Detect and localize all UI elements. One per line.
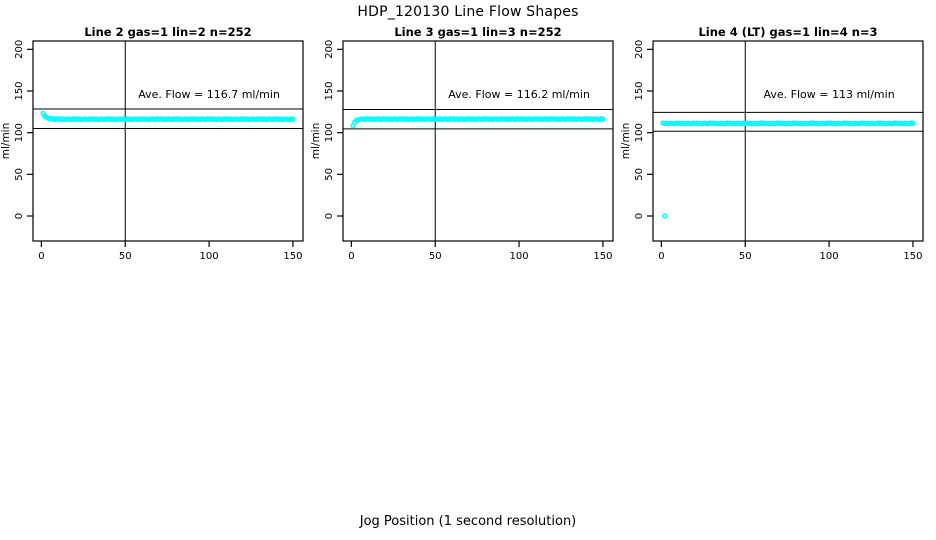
- panel-2-chart: Line 3 gas=1 lin=3 n=252 0 50 100 150 200 ml/m…: [310, 25, 614, 262]
- x-tick-label: 50: [119, 251, 132, 262]
- ave-flow-annotation: Ave. Flow = 116.2 ml/min: [448, 88, 590, 101]
- x-tick-label: 50: [739, 251, 752, 262]
- x-tick-label: 0: [658, 251, 664, 262]
- y-tick-label: 50: [14, 168, 25, 181]
- x-axis: 0 50 100 150: [38, 241, 302, 262]
- panel-3-chart: Line 4 (LT) gas=1 lin=4 n=3 0 50 100 150 200 m…: [620, 25, 924, 262]
- y-tick-label: 0: [634, 213, 645, 219]
- y-tick-label: 200: [324, 40, 335, 59]
- y-tick-label: 150: [14, 81, 25, 100]
- y-tick-label: 100: [14, 123, 25, 142]
- y-tick-label: 100: [324, 123, 335, 142]
- data-point: [910, 120, 916, 126]
- y-tick-label: 150: [324, 81, 335, 100]
- plot-box: [652, 40, 924, 242]
- plot-box: [32, 40, 304, 242]
- x-tick-label: 0: [38, 251, 44, 262]
- y-tick-label: 150: [634, 81, 645, 100]
- panel-title: Line 2 gas=1 lin=2 n=252: [84, 25, 251, 39]
- plot-box: [342, 40, 614, 242]
- chart-title: HDP_120130 Line Flow Shapes: [357, 4, 579, 20]
- panel-title: Line 4 (LT) gas=1 lin=4 n=3: [698, 25, 877, 39]
- y-axis: 0 50 100 150 200 ml/min: [310, 40, 343, 219]
- data-points: [660, 120, 916, 219]
- x-tick-label: 150: [903, 251, 922, 262]
- x-tick-label: 100: [820, 251, 839, 262]
- x-tick-label: 50: [429, 251, 442, 262]
- y-tick-label: 0: [324, 213, 335, 219]
- x-axis: 0 50 100 150: [658, 241, 922, 262]
- y-tick-label: 50: [634, 168, 645, 181]
- x-axis-label: Jog Position (1 second resolution): [359, 514, 577, 529]
- panel-1-chart: Line 2 gas=1 lin=2 n=252 0 50 100 150 200 ml/m…: [0, 25, 304, 262]
- y-tick-label: 100: [634, 123, 645, 142]
- y-tick-label: 50: [324, 168, 335, 181]
- x-tick-label: 100: [200, 251, 219, 262]
- data-points: [350, 116, 606, 129]
- ave-flow-annotation: Ave. Flow = 113 ml/min: [763, 88, 894, 101]
- y-tick-label: 200: [634, 40, 645, 59]
- x-tick-label: 0: [348, 251, 354, 262]
- x-tick-label: 150: [283, 251, 302, 262]
- data-point: [600, 116, 606, 122]
- y-axis: 0 50 100 150 200 ml/min: [620, 40, 653, 219]
- ave-flow-annotation: Ave. Flow = 116.7 ml/min: [138, 88, 280, 101]
- panel-title: Line 3 gas=1 lin=3 n=252: [394, 25, 561, 39]
- y-axis: 0 50 100 150 200 ml/min: [0, 40, 33, 219]
- x-tick-label: 100: [510, 251, 529, 262]
- outlier-point: [662, 213, 668, 219]
- y-axis-title: ml/min: [310, 123, 322, 159]
- data-points: [40, 110, 296, 123]
- x-axis: 0 50 100 150: [348, 241, 612, 262]
- y-tick-label: 0: [14, 213, 25, 219]
- y-axis-title: ml/min: [0, 123, 12, 159]
- data-point: [290, 116, 296, 122]
- x-tick-label: 150: [593, 251, 612, 262]
- y-axis-title: ml/min: [620, 123, 632, 159]
- y-tick-label: 200: [14, 40, 25, 59]
